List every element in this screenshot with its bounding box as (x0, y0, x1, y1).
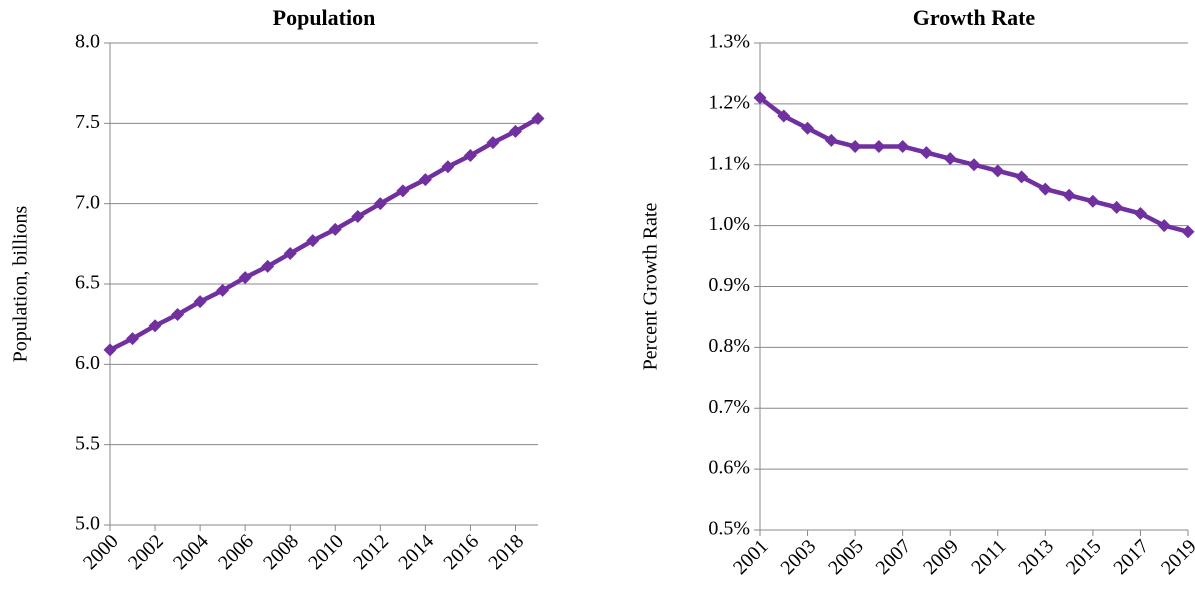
x-tick-label: 2016 (439, 530, 483, 574)
x-tick-label: 2007 (872, 535, 916, 579)
data-point (463, 148, 477, 162)
x-tick-label: 2006 (214, 530, 258, 574)
x-tick-label: 2010 (304, 530, 348, 574)
y-tick-label: 8.0 (75, 31, 100, 53)
x-tick-label: 2009 (919, 535, 963, 579)
x-tick-label: 2017 (1109, 535, 1153, 579)
x-tick-label: 2008 (259, 530, 303, 574)
data-point (1038, 182, 1052, 196)
data-point (1157, 219, 1171, 233)
chart-title: Population (273, 5, 376, 30)
y-tick-label: 0.6% (708, 457, 750, 479)
data-point (943, 152, 957, 166)
data-point (261, 259, 275, 273)
x-tick-label: 2001 (729, 535, 773, 579)
x-tick-label: 2015 (1062, 535, 1106, 579)
x-tick-label: 2005 (824, 535, 868, 579)
data-point (896, 139, 910, 153)
y-tick-label: 6.5 (75, 272, 100, 294)
data-point (486, 136, 500, 150)
data-point (991, 164, 1005, 178)
data-point (1086, 194, 1100, 208)
y-tick-label: 0.8% (708, 335, 750, 357)
y-tick-label: 0.7% (708, 396, 750, 418)
data-point (441, 160, 455, 174)
x-tick-label: 2014 (394, 530, 438, 574)
data-point (171, 308, 185, 322)
y-tick-label: 5.5 (75, 432, 100, 454)
y-tick-label: 1.0% (708, 213, 750, 235)
data-point (238, 271, 252, 285)
data-point (1110, 200, 1124, 214)
data-point (396, 184, 410, 198)
y-tick-label: 0.5% (708, 518, 750, 540)
data-point (1181, 225, 1195, 239)
y-tick-label: 7.0 (75, 191, 100, 213)
x-tick-label: 2019 (1157, 535, 1195, 579)
y-axis-label: Population, billions (10, 205, 32, 362)
y-tick-label: 5.0 (75, 513, 100, 535)
data-point (283, 246, 297, 260)
data-point (126, 332, 140, 346)
data-point (418, 173, 432, 187)
data-point (351, 210, 365, 224)
data-point (753, 91, 767, 105)
x-tick-label: 2002 (124, 530, 168, 574)
y-tick-label: 0.9% (708, 274, 750, 296)
y-tick-label: 1.1% (708, 152, 750, 174)
data-point (801, 121, 815, 135)
data-point (1015, 170, 1029, 184)
data-point (848, 139, 862, 153)
y-tick-label: 6.0 (75, 352, 100, 374)
data-point (148, 319, 162, 333)
data-point (373, 197, 387, 211)
data-point (777, 109, 791, 123)
data-point (328, 222, 342, 236)
chart-title: Growth Rate (913, 5, 1036, 30)
data-point (872, 139, 886, 153)
x-tick-label: 2012 (349, 530, 393, 574)
x-tick-label: 2011 (967, 535, 1010, 578)
data-point (1133, 206, 1147, 220)
x-tick-label: 2018 (484, 530, 528, 574)
data-point (1062, 188, 1076, 202)
data-point (824, 133, 838, 147)
y-tick-label: 1.2% (708, 91, 750, 113)
x-tick-label: 2000 (79, 530, 123, 574)
x-tick-label: 2013 (1014, 535, 1058, 579)
x-tick-label: 2003 (776, 535, 820, 579)
y-axis-label: Percent Growth Rate (640, 203, 662, 371)
data-point (919, 146, 933, 160)
data-point (306, 234, 320, 248)
x-tick-label: 2004 (169, 530, 213, 574)
data-point (216, 283, 230, 297)
data-point (193, 295, 207, 309)
y-tick-label: 7.5 (75, 111, 100, 133)
data-point (967, 158, 981, 172)
y-tick-label: 1.3% (708, 31, 750, 53)
data-point (508, 124, 522, 138)
data-point (103, 343, 117, 357)
data-point (531, 112, 545, 126)
